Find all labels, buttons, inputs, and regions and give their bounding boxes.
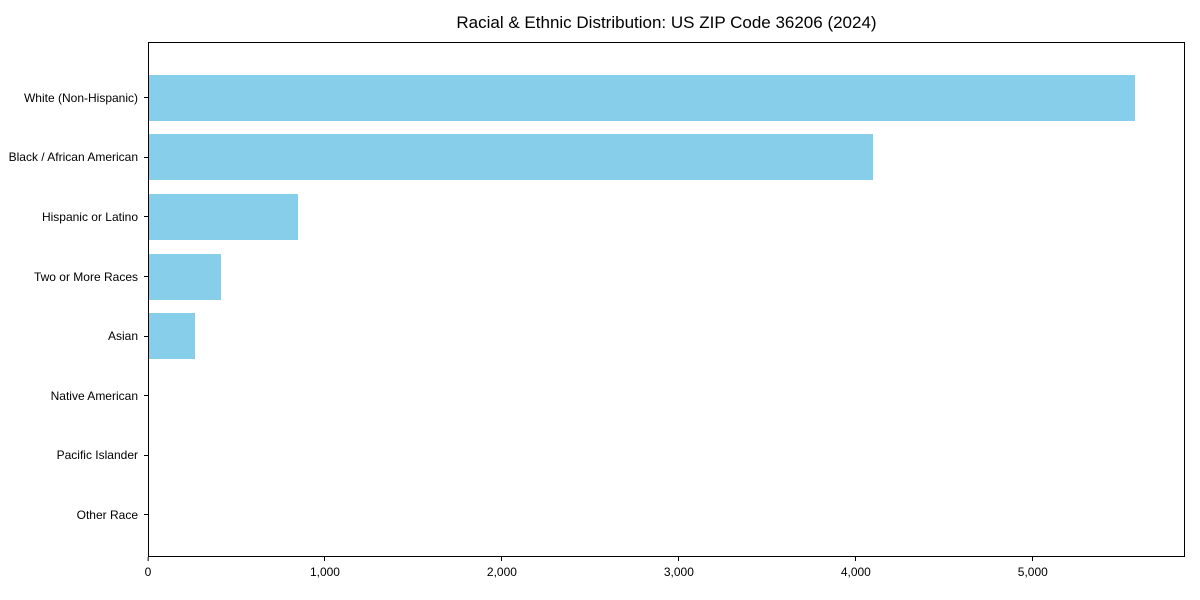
chart-title: Racial & Ethnic Distribution: US ZIP Cod… [456, 13, 877, 32]
y-tick-mark [144, 156, 148, 158]
x-tick-mark [1032, 557, 1034, 561]
x-tick-label: 0 [144, 565, 152, 579]
x-tick: 0 [144, 557, 152, 579]
y-tick-mark [144, 216, 148, 218]
x-tick-label: 1,000 [309, 565, 340, 579]
bar-row [149, 485, 1184, 545]
y-tick-mark [144, 97, 148, 99]
x-axis: 0 1,000 2,000 3,000 4,000 5,000 [144, 557, 1185, 591]
x-tick: 5,000 [1018, 557, 1048, 579]
y-tick-row: Native American [0, 366, 148, 426]
y-axis-labels: White (Non-Hispanic) Black / African Amer… [0, 43, 148, 556]
plot-area [148, 42, 1185, 557]
bar [149, 313, 195, 360]
y-tick-mark [144, 395, 148, 397]
bar [149, 193, 299, 240]
bar-row [149, 128, 1184, 188]
x-tick-mark [678, 557, 680, 561]
bar-row [149, 247, 1184, 307]
bar [149, 134, 874, 181]
y-tick-row: White (Non-Hispanic) [0, 68, 148, 128]
y-tick-label: Native American [50, 388, 138, 403]
bar-row [149, 68, 1184, 128]
bar-row [149, 426, 1184, 486]
y-tick-mark [144, 514, 148, 516]
x-tick-label: 5,000 [1017, 565, 1048, 579]
y-tick-label: Two or More Races [33, 269, 138, 284]
bar-row [149, 187, 1184, 247]
y-tick-row: Black / African American [0, 128, 148, 188]
x-tick-mark [324, 557, 326, 561]
x-tick-mark [855, 557, 857, 561]
y-tick-mark [144, 276, 148, 278]
y-tick-mark [144, 454, 148, 456]
y-tick-row: Two or More Races [0, 247, 148, 307]
y-tick-mark [144, 335, 148, 337]
x-tick-mark [501, 557, 503, 561]
x-tick-label: 2,000 [486, 565, 517, 579]
y-tick-label: Hispanic or Latino [41, 209, 138, 224]
x-tick-label: 3,000 [663, 565, 694, 579]
x-tick-label: 4,000 [840, 565, 871, 579]
y-tick-row: Pacific Islander [0, 426, 148, 486]
x-tick: 4,000 [841, 557, 871, 579]
y-tick-label: Other Race [76, 507, 138, 522]
bar [149, 253, 222, 300]
bar-row [149, 306, 1184, 366]
y-tick-label: Pacific Islander [56, 448, 138, 463]
x-tick: 3,000 [664, 557, 694, 579]
y-tick-row: Other Race [0, 485, 148, 545]
y-tick-row: Asian [0, 306, 148, 366]
bar-row [149, 366, 1184, 426]
y-tick-label: White (Non-Hispanic) [23, 90, 138, 105]
y-tick-label: Black / African American [8, 150, 138, 165]
x-tick: 1,000 [310, 557, 340, 579]
y-tick-row: Hispanic or Latino [0, 187, 148, 247]
x-tick-mark [147, 557, 149, 561]
x-tick: 2,000 [487, 557, 517, 579]
y-tick-label: Asian [107, 329, 138, 344]
bar [149, 74, 1135, 121]
